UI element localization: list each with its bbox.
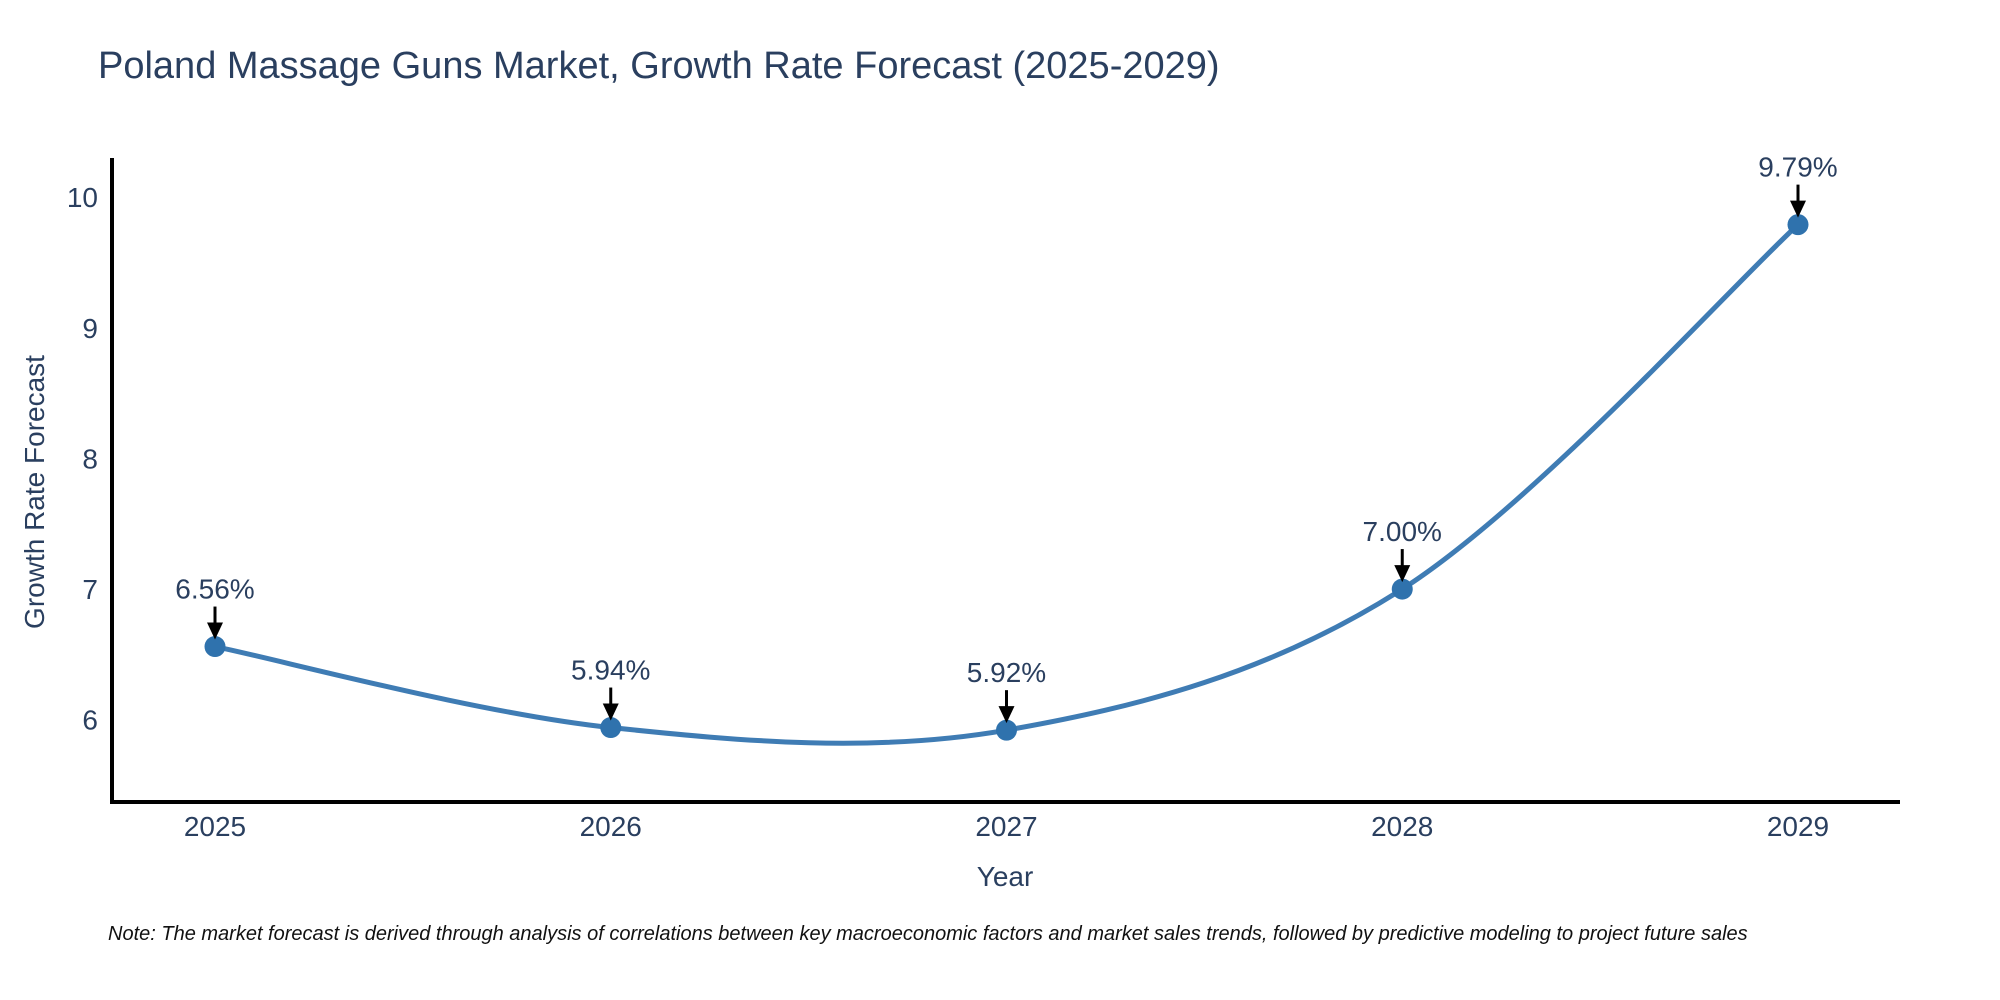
footnote: Note: The market forecast is derived thr… [108, 923, 1748, 945]
forecast-markers [204, 214, 1809, 741]
annotation-arrowhead-icon [1790, 200, 1806, 218]
y-tick-label: 10 [67, 182, 98, 213]
point-value-label: 5.92% [967, 657, 1046, 688]
point-value-label: 9.79% [1758, 152, 1837, 183]
y-tick-label: 7 [82, 574, 98, 605]
y-axis-title: Growth Rate Forecast [19, 355, 50, 629]
annotation-arrowhead-icon [207, 622, 223, 640]
x-tick-label: 2028 [1371, 811, 1433, 842]
x-tick-label: 2029 [1767, 811, 1829, 842]
y-tick-label: 9 [82, 313, 98, 344]
annotation-arrowhead-icon [1394, 565, 1411, 583]
point-annotations: 6.56% 5.94% 5.92% 7.00% 9.79% [175, 152, 1838, 724]
x-tick-label: 2026 [580, 811, 642, 842]
axes [110, 158, 1900, 804]
y-tick-label: 6 [82, 705, 98, 736]
data-point-marker[interactable] [1391, 578, 1413, 600]
y-axis-tick-labels: 6 7 8 9 10 [67, 182, 98, 736]
point-value-label: 5.94% [571, 655, 650, 686]
annotation-arrowhead-icon [602, 703, 619, 721]
data-point-marker[interactable] [996, 719, 1017, 741]
x-axis-title: Year [976, 861, 1034, 892]
forecast-line-path [212, 222, 1801, 746]
x-tick-label: 2025 [184, 811, 246, 842]
x-tick-label: 2027 [975, 811, 1037, 842]
chart-title: Poland Massage Guns Market, Growth Rate … [98, 45, 1220, 87]
data-point-marker[interactable] [1787, 214, 1809, 236]
point-value-label: 6.56% [175, 574, 254, 605]
forecast-line [212, 222, 1801, 746]
data-point-marker[interactable] [600, 717, 622, 739]
x-axis-tick-labels: 2025 2026 2027 2028 2029 [184, 811, 1829, 842]
data-point-marker[interactable] [204, 636, 226, 658]
y-tick-label: 8 [82, 443, 98, 474]
point-value-label: 7.00% [1363, 516, 1442, 547]
annotation-arrowhead-icon [998, 706, 1015, 724]
